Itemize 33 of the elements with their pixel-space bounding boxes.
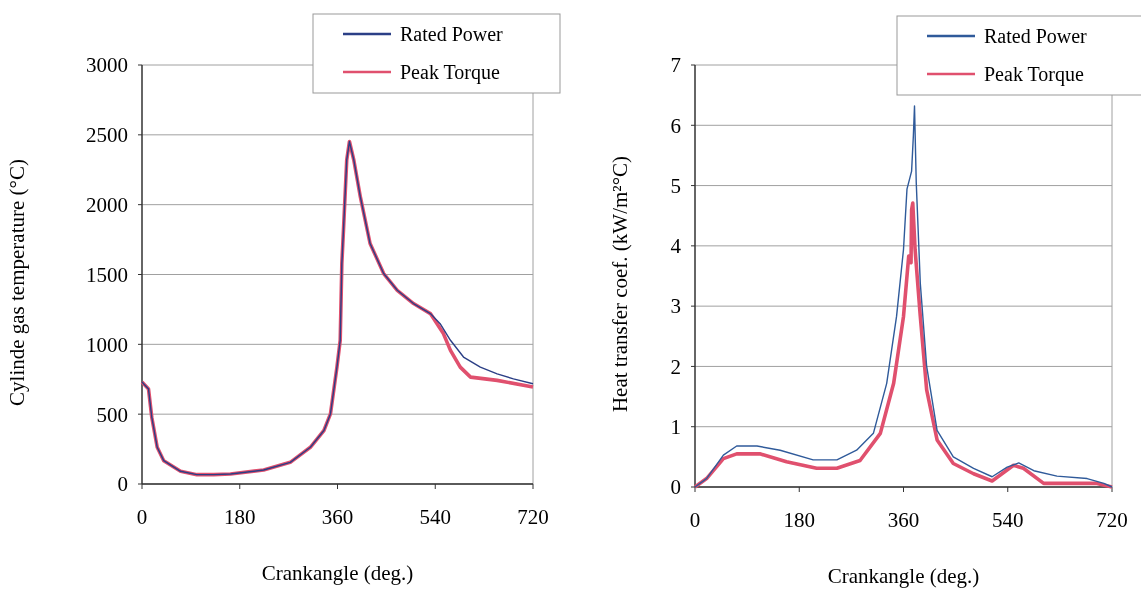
legend-label: Rated Power <box>984 25 1088 47</box>
y-tick-label: 6 <box>670 113 681 138</box>
x-tick-label: 0 <box>136 505 148 529</box>
y-tick-label: 7 <box>670 53 681 78</box>
y-tick-label: 1500 <box>86 262 128 287</box>
legend-label: Peak Torque <box>400 61 500 84</box>
y-tick-label: 3 <box>670 294 681 319</box>
x-tick-label: 540 <box>419 505 451 529</box>
y-tick-label: 500 <box>96 402 128 427</box>
y-axis-title: Heat transfer coef. (kW/m²°C) <box>608 155 632 413</box>
y-tick-label: 0 <box>670 475 681 500</box>
y-tick-label: 1 <box>670 415 681 440</box>
x-tick-label: 360 <box>321 505 354 529</box>
legend-label: Peak Torque <box>984 63 1084 86</box>
x-axis-title: Crankangle (deg.) <box>827 564 980 588</box>
y-tick-label: 2000 <box>86 193 128 218</box>
y-tick-label: 3000 <box>86 53 128 78</box>
legend-label: Rated Power <box>400 23 504 45</box>
x-tick-label: 360 <box>887 508 920 532</box>
x-tick-label: 0 <box>689 508 701 532</box>
y-tick-label: 5 <box>670 173 681 198</box>
y-tick-label: 1000 <box>86 332 128 357</box>
x-tick-label: 540 <box>992 508 1024 532</box>
x-axis-title: Crankangle (deg.) <box>261 561 414 585</box>
x-tick-label: 180 <box>224 505 256 529</box>
y-tick-label: 4 <box>670 234 682 259</box>
y-tick-label: 0 <box>117 472 128 497</box>
x-tick-label: 720 <box>517 505 549 529</box>
y-tick-label: 2500 <box>86 123 128 148</box>
x-tick-label: 720 <box>1096 508 1128 532</box>
x-tick-label: 180 <box>783 508 815 532</box>
y-axis-title: Cylinde gas temperature (°C) <box>5 159 29 406</box>
y-tick-label: 2 <box>670 354 681 379</box>
